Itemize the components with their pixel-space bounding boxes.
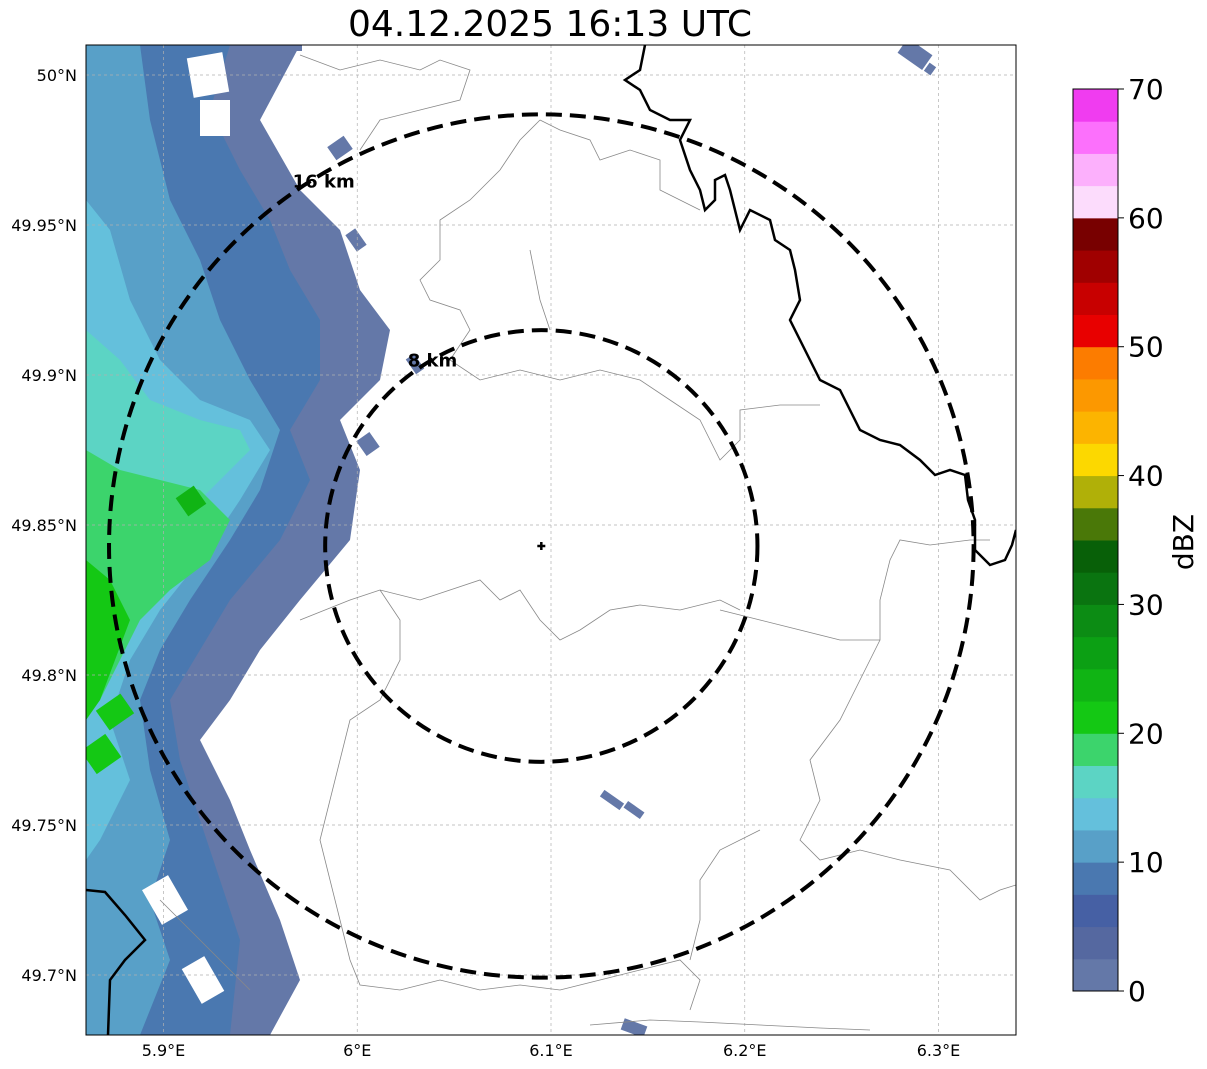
colorbar-segment — [1073, 862, 1118, 895]
colorbar: 0 10 20 30 40 50 60 70 dBZ — [1072, 73, 1200, 1008]
echo-cell — [282, 45, 302, 51]
colorbar-segment — [1073, 475, 1118, 509]
range-ring-8km — [323, 328, 760, 764]
colorbar-frame — [1072, 88, 1119, 992]
plot-frame — [85, 44, 1017, 1036]
colorbar-segment — [1073, 926, 1118, 960]
lat-tick-label: 50°N — [37, 66, 77, 85]
border-line-east — [622, 45, 1016, 567]
colorbar-segment — [1073, 89, 1118, 122]
colorbar-segment — [1073, 121, 1118, 154]
colorbar-tick-label: 0 — [1128, 975, 1146, 1008]
colorbar-segment — [1073, 282, 1118, 315]
colorbar-segment — [1073, 411, 1118, 444]
lat-tick-label: 49.85°N — [11, 516, 77, 535]
echo-cell — [345, 228, 367, 252]
lat-tick-label: 49.7°N — [21, 966, 77, 985]
colorbar-tick-label: 40 — [1128, 460, 1164, 493]
colorbar-tick-label: 50 — [1128, 331, 1164, 364]
colorbar-segment — [1073, 733, 1118, 766]
lon-tick-label: 6°E — [343, 1041, 371, 1060]
colorbar-segment — [1073, 894, 1118, 928]
range-ring-label: 16 km — [293, 171, 355, 192]
lat-tick-label: 49.75°N — [11, 816, 77, 835]
echo-cell — [623, 800, 645, 820]
boundary-line — [539, 119, 701, 211]
axis-ticks: 5.9°E 6°E 6.1°E 6.2°E 6.3°E 50°N 49.95°N 49.9°N… — [11, 66, 960, 1060]
colorbar-segment — [1073, 701, 1118, 734]
colorbar-segment — [1073, 668, 1118, 702]
boundary-line — [159, 899, 251, 991]
lon-tick-label: 5.9°E — [142, 1041, 186, 1060]
colorbar-segment — [1073, 540, 1118, 573]
boundary-line — [799, 639, 1016, 901]
lat-tick-label: 49.9°N — [21, 366, 77, 385]
boundary-line — [589, 1019, 871, 1031]
lat-tick-label: 49.95°N — [11, 216, 77, 235]
echo-cell — [897, 45, 933, 70]
boundary-line — [299, 54, 471, 151]
colorbar-tick-label: 60 — [1128, 202, 1164, 235]
colorbar-segment — [1073, 217, 1118, 251]
colorbar-segment — [1073, 185, 1118, 219]
echo-cell — [405, 353, 425, 375]
echo-gap — [181, 956, 225, 1004]
echo-cell — [923, 62, 937, 76]
colorbar-segment — [1073, 829, 1118, 863]
range-ring-label: 8 km — [408, 351, 458, 372]
boundary-line — [319, 589, 701, 1011]
echo-cell — [620, 1018, 648, 1035]
lon-tick-label: 6.3°E — [917, 1041, 961, 1060]
colorbar-tick-label: 30 — [1128, 588, 1164, 621]
echo-gap — [200, 100, 230, 136]
lon-tick-label: 6.1°E — [529, 1041, 573, 1060]
graticule-grid — [86, 45, 1016, 1035]
colorbar-tick-label: 70 — [1128, 73, 1164, 106]
colorbar-segment — [1073, 958, 1118, 992]
boundary-line — [419, 119, 820, 461]
echo-cell — [327, 135, 353, 161]
colorbar-segment — [1073, 797, 1118, 831]
colorbar-segment — [1073, 604, 1118, 638]
colorbar-segment — [1073, 314, 1118, 348]
map-title: 04.12.2025 16:13 UTC — [347, 4, 753, 45]
map-plot-area: 8 km 16 km — [86, 45, 1016, 1035]
echo-cell — [86, 733, 122, 775]
boundary-line — [719, 539, 990, 641]
colorbar-segment — [1073, 346, 1118, 380]
boundary-line — [529, 249, 551, 331]
range-rings: 8 km 16 km — [107, 112, 976, 980]
echo-cell — [599, 789, 625, 811]
radar-echo-layer — [86, 45, 937, 1035]
border-line-southwest — [86, 888, 147, 1035]
colorbar-segment — [1073, 378, 1118, 412]
colorbar-segment — [1073, 250, 1118, 283]
echo-cell — [95, 693, 135, 731]
range-ring-16km — [107, 112, 976, 980]
colorbar-segment — [1073, 507, 1118, 541]
boundary-line — [689, 829, 761, 961]
colorbar-segment — [1073, 572, 1118, 605]
colorbar-label: dBZ — [1167, 514, 1200, 570]
country-borders — [86, 45, 1016, 1035]
colorbar-segment — [1073, 443, 1118, 477]
colorbar-segment — [1073, 765, 1118, 799]
lat-tick-label: 49.8°N — [21, 666, 77, 685]
echo-gap — [142, 875, 188, 925]
colorbar-segment — [1073, 153, 1118, 187]
admin-boundaries — [159, 54, 1016, 1031]
radar-site-marker — [537, 542, 546, 550]
echo-cell — [356, 432, 380, 456]
colorbar-tick-label: 10 — [1128, 846, 1164, 879]
boundary-line — [299, 579, 741, 641]
echo-cell — [175, 485, 207, 517]
colorbar-tick-label: 20 — [1128, 717, 1164, 750]
echo-band-green — [86, 560, 130, 720]
colorbar-segment — [1073, 636, 1118, 670]
lon-tick-label: 6.2°E — [723, 1041, 767, 1060]
